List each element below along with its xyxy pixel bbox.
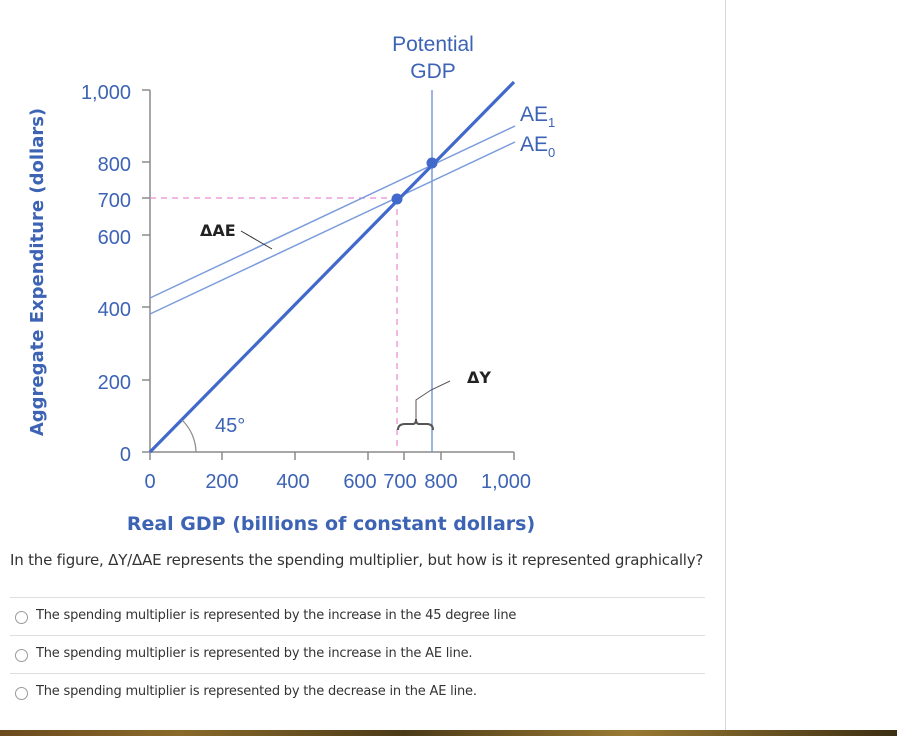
ae-chart: Aggregate Expenditure (dollars) 1,000 80… — [27, 33, 555, 535]
y-tick-label: 0 — [120, 444, 131, 466]
angle-label: 45° — [215, 415, 245, 437]
potential-gdp-label: Potential — [392, 33, 474, 56]
ae1-label: AE1 — [520, 103, 555, 130]
x-tick-label: 700 — [383, 471, 416, 493]
x-tick-label: 1,000 — [481, 471, 531, 493]
y-tick-label: 400 — [98, 299, 131, 321]
delta-ae-leader — [240, 230, 273, 250]
potential-gdp-label: GDP — [410, 60, 456, 83]
x-ticks — [149, 452, 515, 460]
answer-option-label: The spending multiplier is represented b… — [36, 684, 477, 699]
equilibrium-point-e0 — [391, 193, 403, 205]
x-tick-label: 600 — [343, 471, 376, 493]
bottom-edge-strip — [0, 730, 897, 736]
radio-button[interactable] — [15, 687, 28, 700]
x-tick-label: 0 — [144, 471, 155, 493]
angle-arc — [181, 419, 197, 453]
question-text: In the figure, ΔY/ΔAE represents the spe… — [10, 551, 704, 569]
delta-y-brace — [397, 418, 434, 431]
forty-five-degree-line — [148, 80, 516, 454]
delta-y-label: ΔY — [467, 368, 491, 387]
x-tick-label: 400 — [276, 471, 309, 493]
equilibrium-point-e1 — [426, 157, 438, 169]
answer-option-label: The spending multiplier is represented b… — [36, 608, 517, 623]
y-tick-label: 1,000 — [81, 82, 131, 104]
y-axis-label: Aggregate Expenditure (dollars) — [27, 108, 48, 436]
y-tick-label: 200 — [98, 372, 131, 394]
answer-option[interactable]: The spending multiplier is represented b… — [10, 597, 705, 635]
y-tick-label: 800 — [98, 154, 131, 176]
answer-option[interactable]: The spending multiplier is represented b… — [10, 635, 705, 673]
delta-ae-label: ΔAE — [200, 221, 236, 240]
ae0-label: AE0 — [520, 133, 555, 160]
x-axis-label: Real GDP (billions of constant dollars) — [127, 513, 535, 535]
delta-y-leader — [415, 380, 451, 419]
radio-button[interactable] — [15, 649, 28, 662]
answer-option-label: The spending multiplier is represented b… — [36, 646, 473, 661]
panel-divider — [725, 0, 726, 730]
answer-option[interactable]: The spending multiplier is represented b… — [10, 673, 705, 711]
y-ticks — [142, 89, 150, 453]
x-tick-label: 200 — [205, 471, 238, 493]
ae0-line — [149, 141, 516, 315]
x-tick-label: 800 — [424, 471, 457, 493]
radio-button[interactable] — [15, 611, 28, 624]
y-tick-label: 700 — [98, 190, 131, 212]
y-tick-label: 600 — [98, 227, 131, 249]
ae1-line — [149, 125, 516, 299]
